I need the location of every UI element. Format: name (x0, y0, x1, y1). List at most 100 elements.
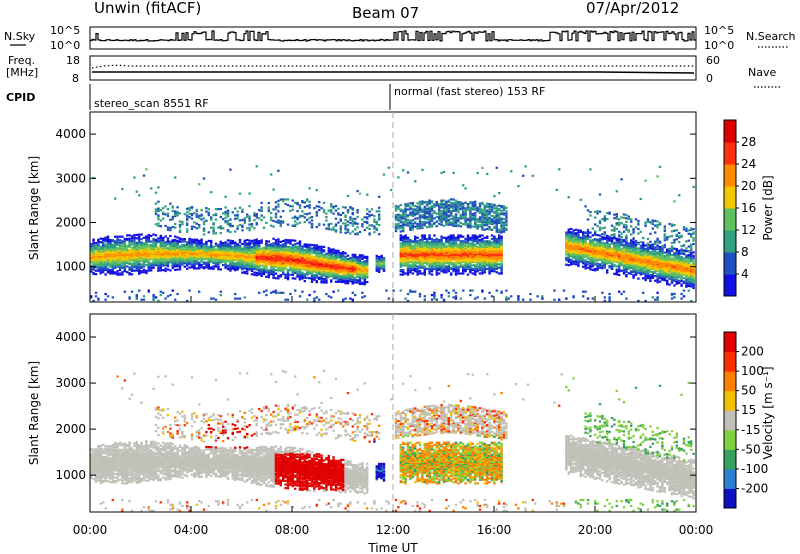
power-cell (349, 259, 352, 262)
power-cell (248, 257, 251, 261)
power-cell (428, 215, 431, 218)
power-cell (488, 272, 491, 275)
power-cell (438, 265, 441, 268)
power-cell (138, 245, 141, 248)
power-cell (159, 239, 162, 242)
power-cell (375, 210, 378, 213)
power-cell (450, 242, 453, 245)
power-cell (150, 250, 153, 254)
power-cell (205, 254, 208, 257)
power-cell (378, 224, 381, 227)
power-cell (404, 205, 407, 208)
power-cell (322, 201, 326, 204)
power-cell (193, 258, 196, 261)
power-cell (219, 244, 222, 247)
power-cell (310, 268, 314, 271)
power-cell (188, 266, 191, 269)
power-cell (339, 259, 342, 262)
power-cell (164, 205, 167, 208)
power-cell (178, 212, 182, 215)
power-cell (462, 258, 465, 261)
power-cell (169, 252, 172, 255)
power-cell (92, 246, 95, 249)
power-cell (291, 216, 294, 219)
power-cell (315, 225, 318, 229)
power-cell (421, 260, 424, 264)
power-cell (171, 242, 174, 245)
power-cell (130, 249, 134, 252)
power-cell (258, 291, 261, 294)
power-cell (344, 214, 347, 217)
power-cell (260, 268, 263, 271)
power-cell (445, 223, 448, 226)
power-cell (236, 243, 239, 246)
power-cell (154, 246, 158, 250)
power-cell (378, 261, 381, 264)
power-cell (399, 289, 402, 292)
power-cell (116, 270, 119, 273)
power-cell (325, 268, 328, 272)
power-cell (452, 249, 455, 252)
power-cell (435, 212, 438, 215)
power-cell (145, 239, 148, 243)
power-cell (378, 218, 381, 221)
power-cell (272, 272, 275, 275)
power-cell (253, 241, 256, 244)
power-cell (330, 270, 333, 273)
power-cell (450, 241, 453, 244)
power-cell (106, 236, 110, 239)
power-cell (430, 250, 434, 253)
power-cell (147, 239, 150, 242)
power-cell (214, 248, 218, 251)
power-cell (253, 246, 256, 249)
power-cell (399, 230, 402, 233)
power-cell (310, 216, 314, 219)
power-cell (454, 201, 458, 205)
power-cell (426, 204, 429, 207)
power-cell (291, 264, 294, 267)
power-cell (320, 251, 323, 254)
power-cell (265, 289, 268, 292)
power-cell (217, 254, 220, 257)
power-cell (409, 224, 412, 227)
power-cell (356, 256, 359, 259)
power-cell (418, 207, 422, 210)
power-cell (349, 268, 352, 271)
power-cell (363, 270, 366, 273)
power-cell (94, 253, 98, 256)
power-cell (282, 253, 285, 256)
power-cell (274, 263, 278, 266)
power-cell (181, 248, 184, 251)
power-cell (490, 244, 494, 247)
power-cell (159, 242, 162, 246)
power-cell (426, 240, 429, 243)
power-cell (159, 249, 162, 252)
power-cell (349, 277, 352, 280)
nsky-tick-bottom: 10^0 (50, 39, 80, 52)
power-cell (231, 261, 234, 264)
power-cell (298, 266, 302, 269)
power-cell (447, 207, 450, 210)
power-cell (229, 246, 232, 249)
power-cell (488, 265, 491, 268)
power-cell (272, 269, 275, 273)
power-cell (126, 250, 129, 253)
power-cell (483, 207, 486, 211)
power-cell (277, 210, 280, 213)
power-cell (248, 248, 251, 251)
power-cell (474, 240, 477, 243)
power-cell (116, 262, 119, 265)
power-cell (378, 195, 381, 198)
power-cell (178, 247, 182, 250)
power-cell (402, 224, 405, 227)
power-cell (202, 266, 206, 269)
power-cell (474, 264, 477, 267)
power-cell (298, 247, 302, 250)
power-cell (138, 256, 141, 259)
power-cell (351, 217, 354, 220)
power-cell (315, 271, 318, 275)
power-cell (435, 244, 438, 247)
power-cell (272, 256, 275, 259)
power-cell (351, 224, 354, 227)
power-cell (478, 209, 482, 212)
